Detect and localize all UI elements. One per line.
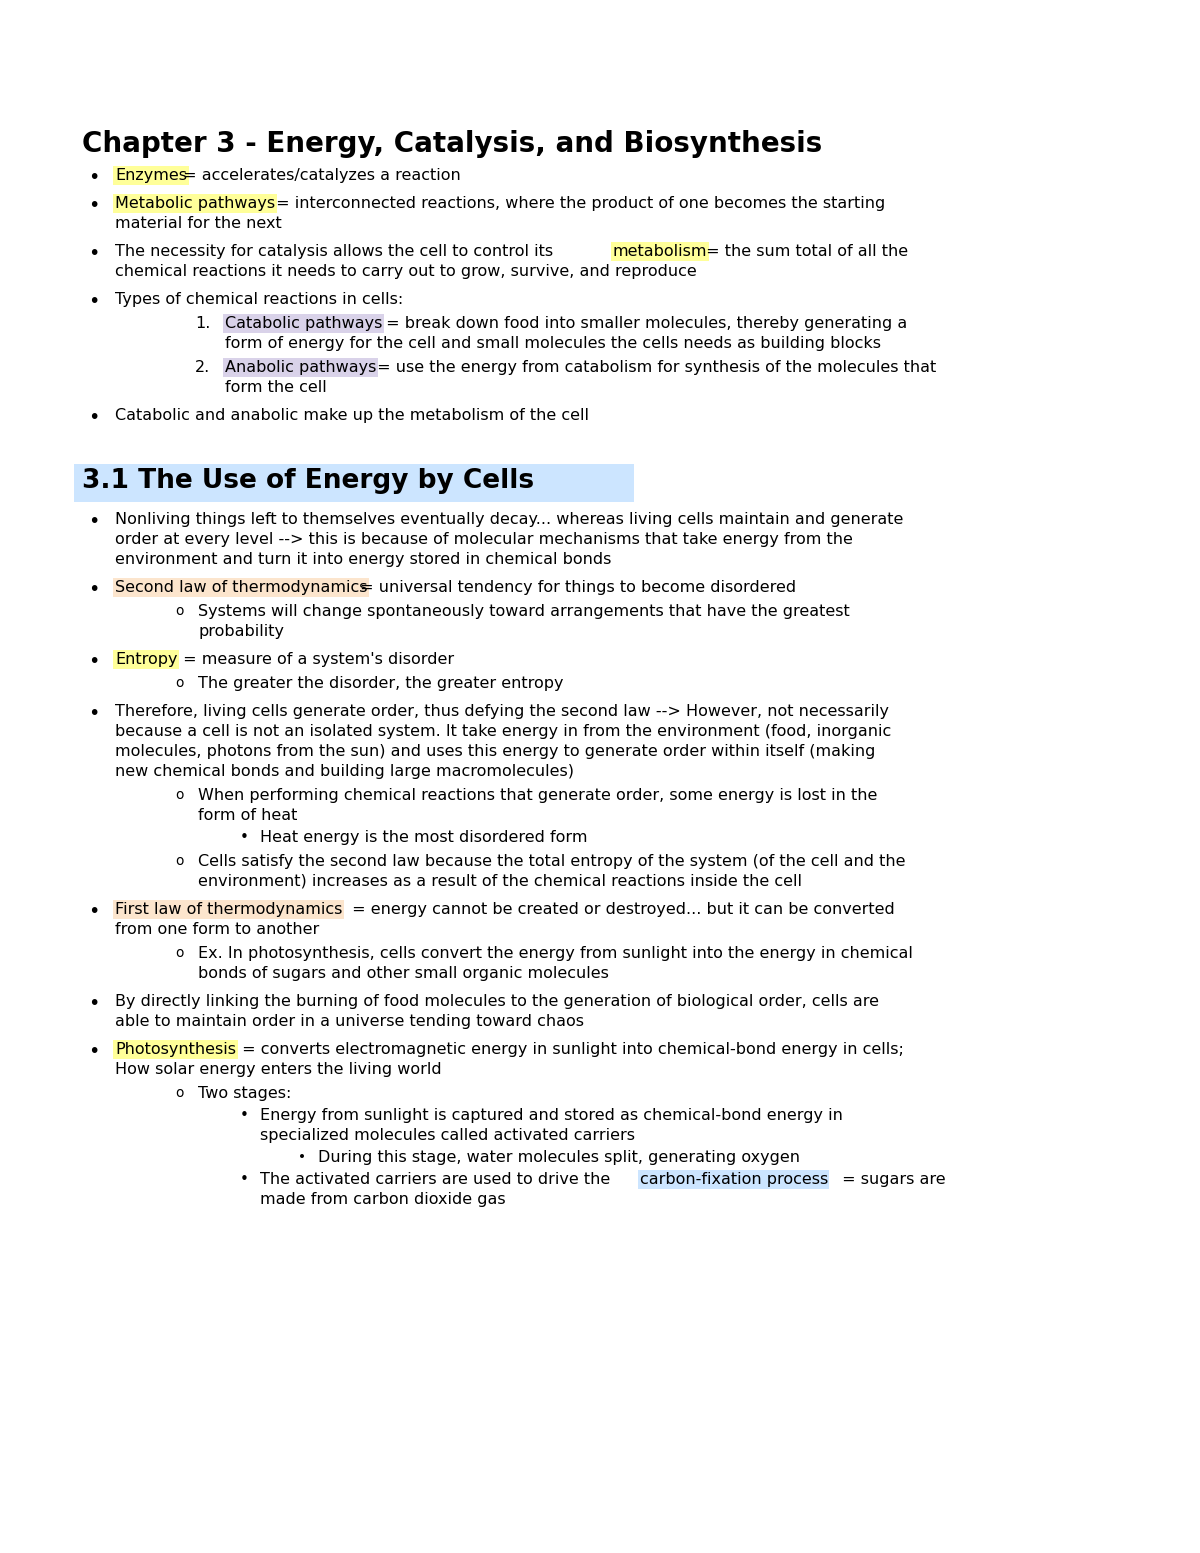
Text: How solar energy enters the living world: How solar energy enters the living world	[115, 1062, 442, 1076]
Text: The greater the disorder, the greater entropy: The greater the disorder, the greater en…	[198, 676, 564, 691]
Text: o: o	[175, 604, 184, 618]
Text: Nonliving things left to themselves eventually decay... whereas living cells mai: Nonliving things left to themselves even…	[115, 512, 904, 526]
Text: •: •	[88, 652, 100, 671]
Text: made from carbon dioxide gas: made from carbon dioxide gas	[260, 1193, 505, 1207]
Text: = sugars are: = sugars are	[838, 1173, 946, 1186]
Text: probability: probability	[198, 624, 284, 638]
Text: order at every level --> this is because of molecular mechanisms that take energ: order at every level --> this is because…	[115, 533, 853, 547]
Text: Ex. In photosynthesis, cells convert the energy from sunlight into the energy in: Ex. In photosynthesis, cells convert the…	[198, 946, 913, 961]
Text: = energy cannot be created or destroyed... but it can be converted: = energy cannot be created or destroyed.…	[347, 902, 894, 916]
Text: •: •	[88, 196, 100, 214]
Text: form the cell: form the cell	[226, 380, 326, 394]
Text: During this stage, water molecules split, generating oxygen: During this stage, water molecules split…	[318, 1151, 800, 1165]
Text: = universal tendency for things to become disordered: = universal tendency for things to becom…	[355, 579, 797, 595]
Text: form of heat: form of heat	[198, 808, 298, 823]
Text: •: •	[88, 168, 100, 186]
Text: Anabolic pathways: Anabolic pathways	[226, 360, 377, 374]
Text: carbon-fixation process: carbon-fixation process	[640, 1173, 828, 1186]
Text: = measure of a system's disorder: = measure of a system's disorder	[178, 652, 454, 666]
Text: o: o	[175, 854, 184, 868]
Text: Types of chemical reactions in cells:: Types of chemical reactions in cells:	[115, 292, 403, 307]
Text: •: •	[88, 1042, 100, 1061]
Text: By directly linking the burning of food molecules to the generation of biologica: By directly linking the burning of food …	[115, 994, 878, 1009]
Text: When performing chemical reactions that generate order, some energy is lost in t: When performing chemical reactions that …	[198, 787, 877, 803]
Text: Second law of thermodynamics: Second law of thermodynamics	[115, 579, 367, 595]
Text: Chapter 3 - Energy, Catalysis, and Biosynthesis: Chapter 3 - Energy, Catalysis, and Biosy…	[82, 130, 822, 158]
Text: •: •	[88, 994, 100, 1013]
Text: o: o	[175, 1086, 184, 1100]
Text: = break down food into smaller molecules, thereby generating a: = break down food into smaller molecules…	[380, 315, 907, 331]
Text: o: o	[175, 787, 184, 801]
Text: Systems will change spontaneously toward arrangements that have the greatest: Systems will change spontaneously toward…	[198, 604, 850, 620]
Text: new chemical bonds and building large macromolecules): new chemical bonds and building large ma…	[115, 764, 574, 780]
Text: Two stages:: Two stages:	[198, 1086, 292, 1101]
Text: 1.: 1.	[194, 315, 210, 331]
Text: Energy from sunlight is captured and stored as chemical-bond energy in: Energy from sunlight is captured and sto…	[260, 1107, 842, 1123]
Text: •: •	[88, 902, 100, 921]
Text: Metabolic pathways: Metabolic pathways	[115, 196, 275, 211]
Text: •: •	[298, 1151, 306, 1165]
Text: Entropy: Entropy	[115, 652, 178, 666]
Text: = the sum total of all the: = the sum total of all the	[701, 244, 908, 259]
Text: 3.1 The Use of Energy by Cells: 3.1 The Use of Energy by Cells	[82, 467, 534, 494]
Text: o: o	[175, 676, 184, 690]
Text: = use the energy from catabolism for synthesis of the molecules that: = use the energy from catabolism for syn…	[372, 360, 937, 374]
Text: o: o	[175, 946, 184, 960]
Text: Enzymes: Enzymes	[115, 168, 187, 183]
Text: Photosynthesis: Photosynthesis	[115, 1042, 236, 1058]
Text: •: •	[88, 512, 100, 531]
Text: •: •	[240, 1173, 248, 1186]
Text: chemical reactions it needs to carry out to grow, survive, and reproduce: chemical reactions it needs to carry out…	[115, 264, 697, 280]
Text: Catabolic pathways: Catabolic pathways	[226, 315, 383, 331]
Text: specialized molecules called activated carriers: specialized molecules called activated c…	[260, 1127, 635, 1143]
Text: •: •	[88, 408, 100, 427]
Text: First law of thermodynamics: First law of thermodynamics	[115, 902, 342, 916]
Text: bonds of sugars and other small organic molecules: bonds of sugars and other small organic …	[198, 966, 608, 981]
Text: The necessity for catalysis allows the cell to control its: The necessity for catalysis allows the c…	[115, 244, 558, 259]
Text: molecules, photons from the sun) and uses this energy to generate order within i: molecules, photons from the sun) and use…	[115, 744, 875, 759]
Text: material for the next: material for the next	[115, 216, 282, 231]
Text: •: •	[88, 292, 100, 311]
Text: 2.: 2.	[194, 360, 210, 374]
Text: Cells satisfy the second law because the total entropy of the system (of the cel: Cells satisfy the second law because the…	[198, 854, 906, 870]
Text: Catabolic and anabolic make up the metabolism of the cell: Catabolic and anabolic make up the metab…	[115, 408, 589, 422]
Text: The activated carriers are used to drive the: The activated carriers are used to drive…	[260, 1173, 616, 1186]
Text: metabolism: metabolism	[612, 244, 707, 259]
Text: able to maintain order in a universe tending toward chaos: able to maintain order in a universe ten…	[115, 1014, 584, 1030]
Text: •: •	[240, 829, 248, 845]
Text: = accelerates/catalyzes a reaction: = accelerates/catalyzes a reaction	[178, 168, 461, 183]
Text: environment and turn it into energy stored in chemical bonds: environment and turn it into energy stor…	[115, 551, 611, 567]
Text: from one form to another: from one form to another	[115, 922, 319, 936]
Text: = interconnected reactions, where the product of one becomes the starting: = interconnected reactions, where the pr…	[271, 196, 886, 211]
Text: •: •	[88, 244, 100, 262]
Text: Heat energy is the most disordered form: Heat energy is the most disordered form	[260, 829, 588, 845]
Bar	[74, 464, 634, 502]
Text: Therefore, living cells generate order, thus defying the second law --> However,: Therefore, living cells generate order, …	[115, 704, 889, 719]
Text: •: •	[88, 579, 100, 599]
Text: •: •	[240, 1107, 248, 1123]
Text: = converts electromagnetic energy in sunlight into chemical-bond energy in cells: = converts electromagnetic energy in sun…	[238, 1042, 904, 1058]
Text: environment) increases as a result of the chemical reactions inside the cell: environment) increases as a result of th…	[198, 874, 802, 888]
Text: because a cell is not an isolated system. It take energy in from the environment: because a cell is not an isolated system…	[115, 724, 892, 739]
Text: •: •	[88, 704, 100, 724]
Text: form of energy for the cell and small molecules the cells needs as building bloc: form of energy for the cell and small mo…	[226, 335, 881, 351]
